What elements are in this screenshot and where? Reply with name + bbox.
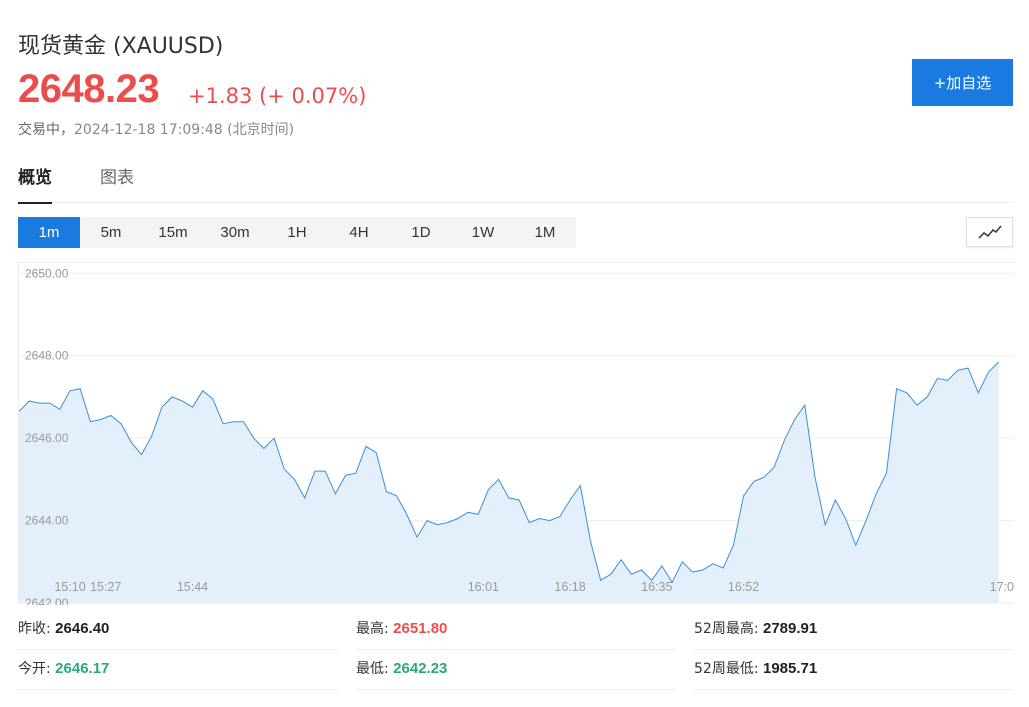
y-tick-label: 2648.00 [25,349,69,363]
period-1mo[interactable]: 1M [534,224,556,241]
stat-value: 2642.23 [393,660,448,677]
price-change: +1.83 (+ 0.07%) [188,84,367,108]
period-30m[interactable]: 30m [220,224,250,241]
period-15m[interactable]: 15m [158,224,188,241]
period-4h[interactable]: 4H [349,224,369,241]
stat-prev-close: 昨收: 2646.40 [18,612,338,650]
period-1d[interactable]: 1D [411,224,431,241]
period-1w[interactable]: 1W [471,224,495,241]
add-watchlist-button[interactable]: +加自选 [912,59,1013,106]
price-chart: 2650.00 2648.00 2646.00 2644.00 2642.00 15:10… [18,262,1015,605]
page-title: 现货黄金 (XAUUSD) [18,34,224,59]
stat-high: 最高: 2651.80 [356,612,676,650]
current-price: 2648.23 [18,67,160,111]
x-tick-label: 16:01 [468,580,499,594]
x-tick-label: 15:44 [177,580,208,594]
stat-52w-low: 52周最低: 1985.71 [694,652,1013,690]
stat-low: 最低: 2642.23 [356,652,676,690]
stat-value: 1985.71 [762,660,818,677]
x-tick-label: 17:0 [990,580,1014,594]
y-tick-label: 2644.00 [25,514,69,528]
period-5m[interactable]: 5m [100,224,122,241]
status-timestamp: 2024-12-18 17:09:48 (北京时间) [74,122,295,138]
line-chart-icon [977,225,1002,239]
main-tabs: 概览 图表 [18,165,1013,204]
price-line [19,361,1000,584]
stat-label: 52周最高: [694,621,759,637]
y-tick-label: 2642.00 [25,596,69,605]
trading-status: 交易中，2024-12-18 17:09:48 (北京时间) [18,119,294,139]
x-tick-label: 16:52 [728,580,759,594]
stat-value: 2789.91 [762,620,818,637]
stat-label: 最低: [356,661,389,677]
period-selector: 1m 5m 15m 30m 1H 4H 1D 1W 1M [18,217,576,248]
stat-label: 昨收: [18,621,51,637]
tab-overview[interactable]: 概览 [18,165,52,204]
stat-52w-high: 52周最高: 2789.91 [694,612,1013,650]
stat-label: 今开: [18,661,51,677]
y-tick-label: 2646.00 [25,431,69,445]
x-tick-label: 16:35 [641,580,672,594]
stat-value: 2646.40 [55,620,110,637]
y-tick-label: 2650.00 [25,266,69,280]
stat-label: 最高: [356,621,389,637]
x-tick-label: 16:18 [554,580,585,594]
chart-type-button[interactable] [966,217,1013,247]
price-area [19,361,999,603]
stat-open: 今开: 2646.17 [18,652,338,690]
stat-label: 52周最低: [694,661,759,677]
status-label: 交易中， [18,122,74,138]
period-1h[interactable]: 1H [287,224,307,241]
price-chart-svg: 2650.00 2648.00 2646.00 2644.00 2642.00 15:10… [19,266,1014,605]
x-tick-label: 15:10 [54,580,85,594]
stat-value: 2646.17 [55,660,110,677]
stat-value: 2651.80 [393,620,448,637]
period-1m[interactable]: 1m [18,217,80,248]
x-tick-label: 15:27 [90,580,121,594]
tab-chart[interactable]: 图表 [100,168,134,188]
